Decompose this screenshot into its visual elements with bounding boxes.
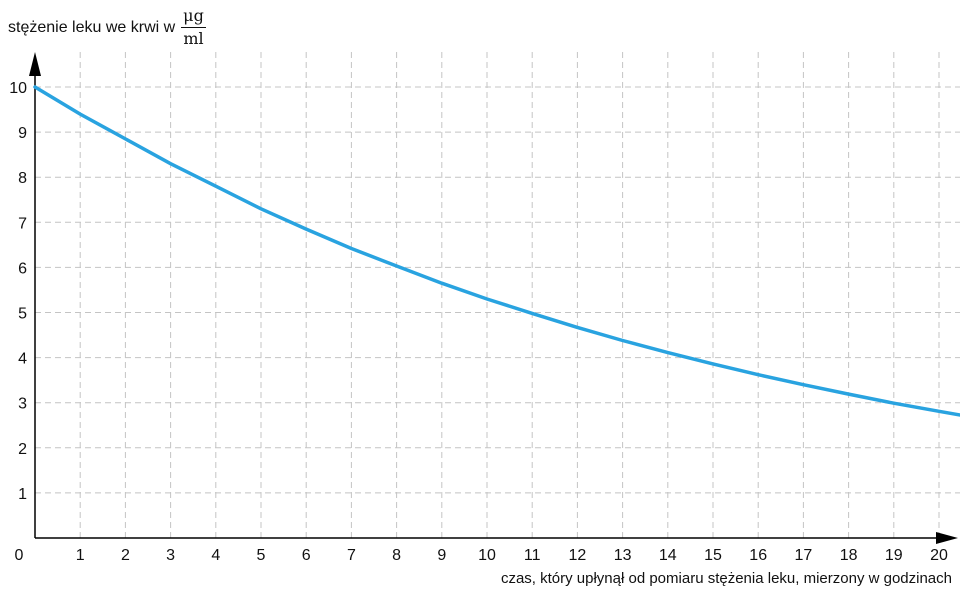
y-tick-label: 3 — [18, 396, 27, 413]
x-tick-label: 17 — [795, 547, 813, 564]
series — [33, 85, 960, 417]
y-tick-label: 10 — [9, 80, 27, 97]
x-axis-label: czas, który upłynął od pomiaru stężenia … — [500, 570, 952, 587]
x-tick-label: 13 — [614, 547, 632, 564]
x-tick-label: 6 — [302, 547, 311, 564]
x-tick-label: 2 — [121, 547, 130, 564]
x-tick-label: 5 — [257, 547, 266, 564]
axes — [29, 52, 958, 544]
x-tick-label: 7 — [347, 547, 356, 564]
x-tick-label: 19 — [885, 547, 903, 564]
y-tick-label: 9 — [18, 125, 27, 142]
x-tick-label: 14 — [659, 547, 677, 564]
y-axis-unit: μg ml — [181, 8, 206, 47]
x-tick-label: 10 — [478, 547, 496, 564]
y-axis-unit-denominator: ml — [183, 29, 204, 48]
x-tick-label: 15 — [704, 547, 722, 564]
series-line — [33, 85, 960, 417]
x-tick-label: 18 — [840, 547, 858, 564]
y-tick-label: 1 — [18, 486, 27, 503]
origin-label: 0 — [15, 547, 24, 564]
y-tick-label: 7 — [18, 215, 27, 232]
x-tick-label: 3 — [166, 547, 175, 564]
x-tick-label: 1 — [76, 547, 85, 564]
grid — [35, 50, 960, 538]
y-tick-label: 4 — [18, 351, 27, 368]
y-axis-arrow — [29, 52, 41, 76]
x-tick-label: 12 — [569, 547, 587, 564]
y-tick-label: 5 — [18, 306, 27, 323]
y-axis-unit-numerator: μg — [181, 8, 206, 28]
x-axis-arrow — [936, 532, 958, 544]
y-tick-label: 8 — [18, 170, 27, 187]
y-axis-label: stężenie leku we krwi w μg ml — [8, 8, 206, 47]
x-tick-label: 8 — [392, 547, 401, 564]
y-axis-label-text: stężenie leku we krwi w — [8, 18, 176, 36]
y-tick-label: 6 — [18, 260, 27, 277]
y-tick-label: 2 — [18, 441, 27, 458]
x-tick-label: 4 — [211, 547, 220, 564]
tick-labels: 1 2 3 4 5 6 7 8 9 10 11 12 13 14 15 16 17 18 19 20123456789… — [9, 80, 948, 564]
x-tick-label: 20 — [930, 547, 948, 564]
x-tick-label: 9 — [437, 547, 446, 564]
x-tick-label: 16 — [749, 547, 767, 564]
x-tick-label: 11 — [524, 547, 541, 564]
